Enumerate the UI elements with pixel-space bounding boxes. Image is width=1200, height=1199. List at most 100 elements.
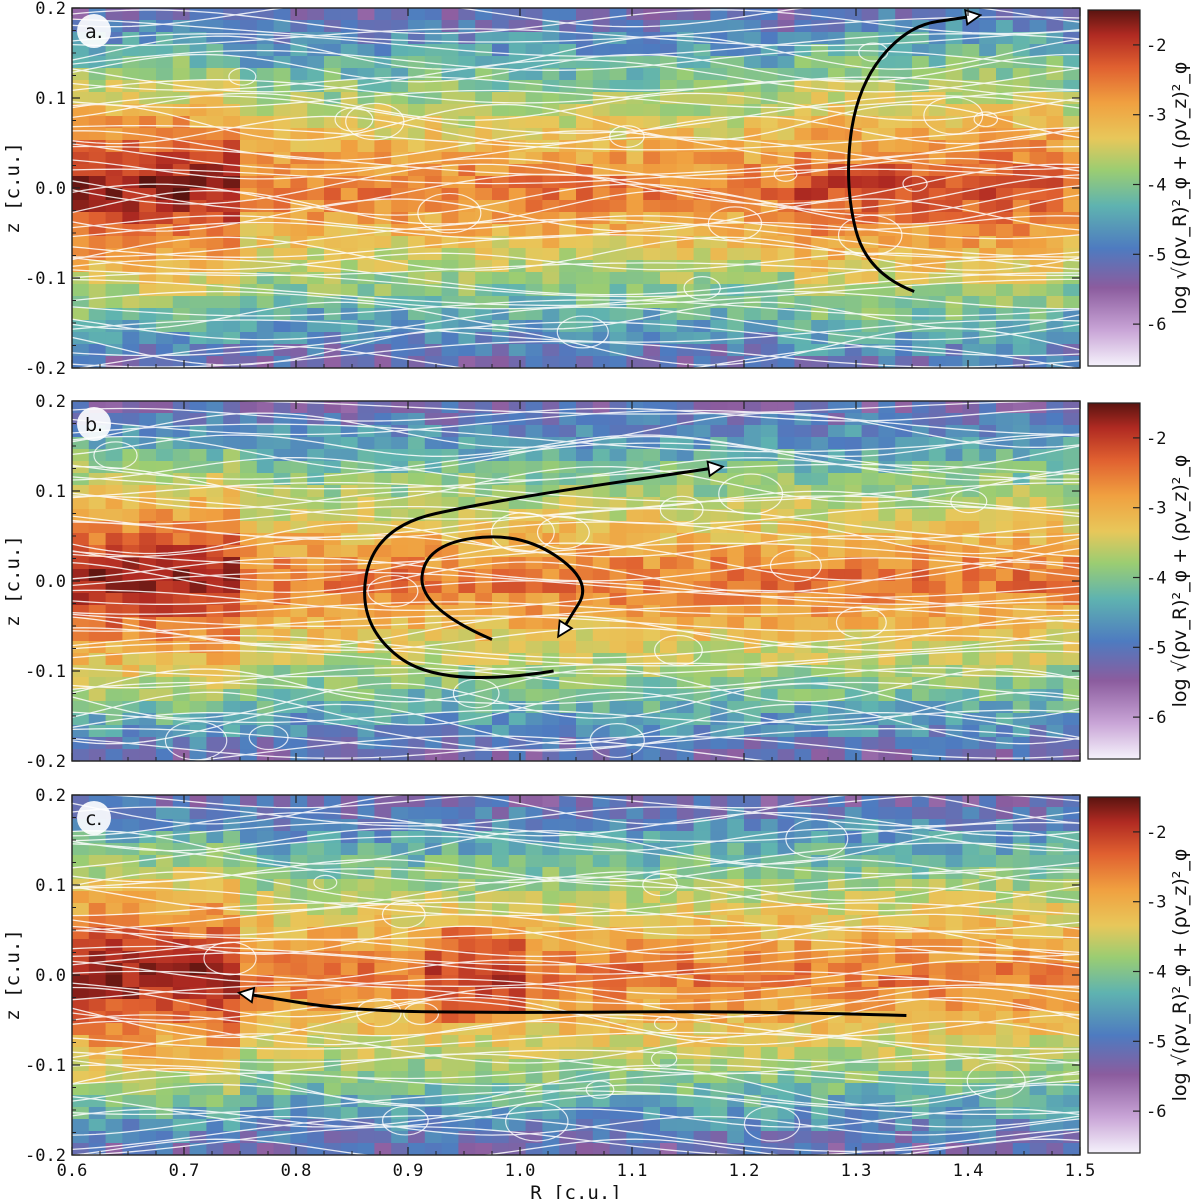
colorbar xyxy=(1087,9,1141,367)
streamline xyxy=(72,409,1080,436)
streamline xyxy=(72,1049,1080,1063)
colorbar xyxy=(1087,402,1141,760)
streamline xyxy=(72,535,1080,558)
streamline xyxy=(72,49,1080,71)
streamline xyxy=(72,828,1080,852)
colorbar-label: log √(ρv_R)²_φ + (ρv_z)²_φ xyxy=(1169,62,1191,315)
flow-arrow xyxy=(251,995,907,1017)
streamline xyxy=(72,168,1080,185)
streamline xyxy=(72,189,1080,225)
streamline xyxy=(72,580,1080,605)
streamline xyxy=(72,33,1080,57)
vortex xyxy=(650,1050,678,1068)
streamline xyxy=(72,667,1080,689)
vortex xyxy=(642,873,678,897)
streamline xyxy=(72,1020,1080,1046)
streamline xyxy=(72,691,1080,726)
streamline xyxy=(72,970,1080,987)
streamline xyxy=(72,435,1080,471)
vortex xyxy=(973,111,999,128)
streamline xyxy=(72,821,1080,842)
vortex xyxy=(653,1015,678,1032)
streamline xyxy=(189,735,772,761)
x-tick-label: 0.6 xyxy=(57,1161,88,1181)
heatmap-field xyxy=(72,401,1080,761)
streamline xyxy=(72,615,1080,632)
streamline xyxy=(72,662,1080,678)
vortex xyxy=(505,1101,569,1142)
vortex xyxy=(490,512,555,553)
y-tick-label: 0.0 xyxy=(35,179,66,199)
streamline xyxy=(72,1031,1080,1050)
colorbar-tick-label: -5 xyxy=(1146,245,1166,265)
streamline xyxy=(72,642,1080,667)
streamline xyxy=(72,913,1080,936)
streamline xyxy=(72,35,1080,70)
streamlines xyxy=(72,401,1080,761)
vortex xyxy=(334,107,374,132)
colorbar-tick-label: -6 xyxy=(1146,708,1166,728)
panel-tag: b. xyxy=(85,414,103,436)
panel-c: c. 0.2 0.1 0.0 -0.1 -0.20.6 0.7 0.8 0.9 1.0 1.1 1.2… xyxy=(2,786,1191,1199)
vortex xyxy=(452,678,500,709)
streamline xyxy=(72,614,1080,648)
streamline xyxy=(85,795,1080,809)
streamline xyxy=(72,1064,1080,1080)
streamline xyxy=(72,681,1080,705)
vortex xyxy=(785,818,849,859)
vortex xyxy=(683,276,721,300)
streamline xyxy=(72,1115,1080,1136)
streamline xyxy=(72,542,1080,566)
streamline xyxy=(72,16,1080,43)
streamline xyxy=(72,262,1080,277)
vortex xyxy=(950,489,988,514)
vortex xyxy=(609,125,645,148)
vortex xyxy=(536,515,590,550)
streamline xyxy=(72,604,1080,627)
vortex xyxy=(313,874,338,891)
vortex xyxy=(966,1062,1026,1100)
vortex xyxy=(743,1105,801,1142)
streamline xyxy=(72,842,1080,884)
streamline xyxy=(72,589,1080,612)
vortex xyxy=(654,634,703,666)
y-axis-label: z [c.u.] xyxy=(2,929,24,1021)
colorbar-tick-label: -2 xyxy=(1146,823,1166,843)
panel-b: b. 0.2 0.1 0.0 -0.1 -0.2 z [c.u.] -2 -3 -4 -5 -6log… xyxy=(2,392,1191,772)
y-axis-label: z [c.u.] xyxy=(2,535,24,627)
streamline xyxy=(72,103,1080,141)
y-tick-label: -0.2 xyxy=(25,1146,66,1166)
streamline xyxy=(72,92,1080,121)
colorbar-label: log √(ρv_R)²_φ + (ρv_z)²_φ xyxy=(1169,849,1191,1102)
streamline xyxy=(72,1108,1080,1128)
y-tick-label: -0.1 xyxy=(25,269,66,289)
colorbar xyxy=(1087,796,1141,1154)
streamline xyxy=(72,728,1080,752)
streamline xyxy=(72,218,1080,258)
streamline xyxy=(72,703,1080,745)
streamline xyxy=(72,521,1080,541)
streamline xyxy=(72,986,1080,1018)
colorbar-tick-label: -5 xyxy=(1146,1032,1166,1052)
flow-arrow xyxy=(420,535,585,641)
streamline xyxy=(72,635,1080,659)
x-tick-label: 1.3 xyxy=(841,1161,872,1181)
streamline xyxy=(72,1067,1080,1107)
heatmap-field xyxy=(72,795,1080,1155)
streamline xyxy=(72,115,1080,145)
y-tick-label: -0.2 xyxy=(25,752,66,772)
vortex xyxy=(585,1080,615,1099)
panel-tag-badge xyxy=(77,407,111,441)
vortex xyxy=(556,315,609,349)
streamline xyxy=(72,321,1080,357)
streamline xyxy=(72,163,1080,205)
streamline xyxy=(72,1093,1080,1128)
streamline xyxy=(72,876,1080,912)
streamline xyxy=(72,79,1080,104)
streamline xyxy=(72,668,1080,703)
vortex xyxy=(835,606,887,639)
vortex xyxy=(769,549,822,583)
streamline xyxy=(72,712,1080,752)
panel-tag: a. xyxy=(85,21,103,43)
x-tick-label: 0.9 xyxy=(393,1161,424,1181)
